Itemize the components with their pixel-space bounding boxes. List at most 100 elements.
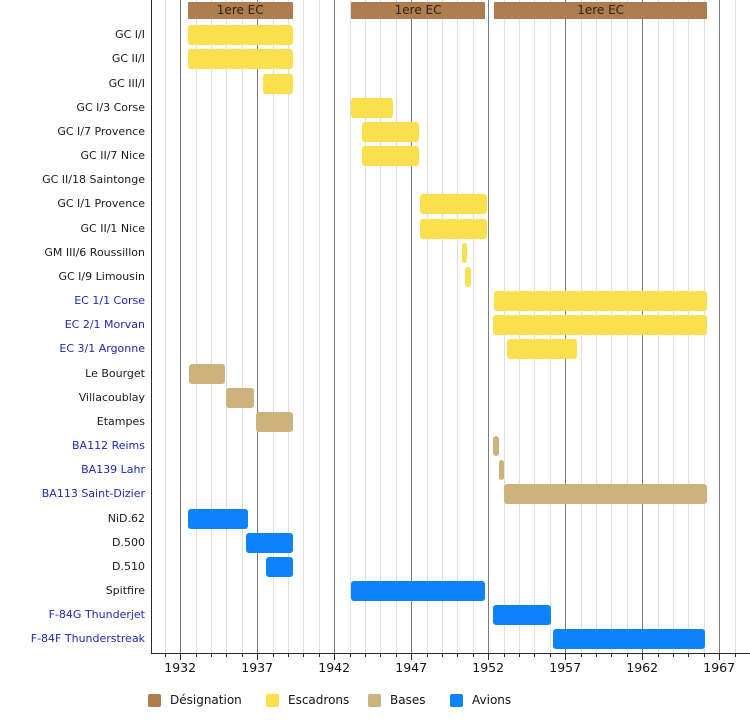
legend-swatch-base	[368, 694, 381, 707]
gridline-minor	[365, 0, 366, 653]
x-tick-minor	[349, 653, 351, 657]
x-tick-label: 1962	[626, 660, 659, 675]
x-tick-minor	[303, 653, 305, 657]
x-tick-major	[719, 653, 721, 660]
row-label-f-84g-thunderjet[interactable]: F-84G Thunderjet	[48, 608, 145, 621]
x-tick-minor	[596, 653, 597, 657]
x-tick-minor	[534, 653, 536, 657]
escadron-bar	[506, 339, 578, 359]
gridline-minor	[318, 0, 320, 653]
row-label-gc-iii-i: GC III/I	[108, 77, 145, 90]
gridline-minor	[380, 0, 382, 653]
row-label-gc-ii-7-nice: GC II/7 Nice	[80, 149, 146, 162]
x-tick-label: 1952	[472, 660, 505, 675]
escadron-bar	[263, 74, 293, 94]
x-tick-minor	[272, 653, 274, 657]
gridline-major	[334, 0, 336, 653]
legend-label-avion: Avions	[472, 693, 512, 707]
row-label-gm-iii-6-roussillon: GM III/6 Roussillon	[44, 246, 145, 259]
row-label-gc-i-7-provence: GC I/7 Provence	[57, 125, 145, 138]
gridline-major	[180, 0, 182, 653]
row-label-spitfire: Spitfire	[105, 584, 145, 597]
x-tick-minor	[657, 653, 659, 657]
escadron-bar	[351, 98, 393, 118]
x-tick-minor	[503, 653, 505, 657]
row-label-le-bourget: Le Bourget	[85, 367, 145, 380]
x-tick-minor	[426, 653, 428, 657]
legend-swatch-avion	[450, 694, 463, 707]
row-label-gc-ii-18-saintonge: GC II/18 Saintonge	[42, 173, 145, 186]
legend-label-designation: Désignation	[170, 693, 242, 707]
row-label-ec-1-1-corse[interactable]: EC 1/1 Corse	[74, 294, 145, 307]
row-label-gc-i-1-provence: GC I/1 Provence	[57, 197, 145, 210]
x-tick-minor	[380, 653, 382, 657]
x-tick-label: 1937	[241, 660, 274, 675]
gridline-minor	[195, 0, 197, 653]
row-label-ec-3-1-argonne[interactable]: EC 3/1 Argonne	[59, 342, 145, 355]
gridline-major	[719, 0, 721, 653]
gridline-minor	[226, 0, 228, 653]
x-tick-minor	[211, 653, 212, 657]
x-tick-minor	[626, 653, 628, 657]
gridline-minor	[395, 0, 397, 653]
gridline-minor	[241, 0, 243, 653]
legend-label-base: Bases	[390, 693, 426, 707]
x-tick-major	[642, 653, 644, 660]
x-tick-major	[565, 653, 567, 660]
x-tick-major	[334, 653, 336, 660]
escadron-bar	[361, 122, 419, 142]
x-tick-label: 1947	[395, 660, 428, 675]
x-tick-minor	[457, 653, 459, 657]
row-label-ba139-lahr[interactable]: BA139 Lahr	[81, 463, 145, 476]
avion-bar	[246, 533, 293, 553]
gridline-minor	[164, 0, 166, 653]
row-label-gc-i-3-corse: GC I/3 Corse	[76, 101, 145, 114]
base-bar	[226, 388, 255, 408]
row-label-ba112-reims[interactable]: BA112 Reims	[72, 439, 145, 452]
escadron-bar	[420, 194, 487, 214]
x-tick-minor	[195, 653, 197, 657]
escadron-bar	[187, 49, 293, 69]
x-tick-label: 1957	[549, 660, 582, 675]
designation-bar: 1ere EC	[351, 2, 486, 19]
legend-swatch-escadron	[266, 694, 279, 707]
avion-bar	[266, 557, 293, 577]
escadron-bar	[465, 267, 472, 287]
designation-bar: 1ere EC	[494, 2, 707, 19]
row-label-ec-2-1-morvan[interactable]: EC 2/1 Morvan	[64, 318, 145, 331]
x-tick-label: 1942	[318, 660, 351, 675]
x-tick-minor	[703, 653, 705, 657]
escadron-bar	[492, 315, 707, 335]
x-tick-minor	[318, 653, 320, 657]
row-label-gc-ii-1-nice: GC II/1 Nice	[80, 222, 146, 235]
row-label-gc-i-i: GC I/I	[115, 28, 145, 41]
designation-bar: 1ere EC	[187, 2, 293, 19]
x-tick-minor	[288, 653, 289, 657]
base-bar	[492, 436, 499, 456]
base-bar	[499, 460, 504, 480]
x-tick-minor	[226, 653, 228, 657]
row-label-ba113-saint-dizier[interactable]: BA113 Saint-Dizier	[41, 487, 145, 500]
x-tick-minor	[611, 653, 613, 657]
base-bar	[255, 412, 293, 432]
gridline-minor	[457, 0, 459, 653]
row-label-f-84f-thunderstreak[interactable]: F-84F Thunderstreak	[30, 632, 145, 645]
escadron-bar	[494, 291, 707, 311]
x-tick-minor	[673, 653, 674, 657]
gridline-minor	[734, 0, 736, 653]
x-tick-label: 1967	[703, 660, 736, 675]
x-tick-minor	[519, 653, 520, 657]
row-label-d-510: D.510	[112, 560, 145, 573]
x-tick-label: 1932	[164, 660, 197, 675]
base-bar	[189, 364, 225, 384]
legend-swatch-designation	[148, 694, 161, 707]
x-tick-minor	[472, 653, 474, 657]
gridline-major	[488, 0, 490, 653]
x-tick-major	[488, 653, 490, 660]
x-tick-minor	[395, 653, 397, 657]
row-label-nid-62: NiD.62	[107, 512, 145, 525]
x-tick-major	[411, 653, 413, 660]
escadron-bar	[361, 146, 419, 166]
x-tick-minor	[580, 653, 582, 657]
